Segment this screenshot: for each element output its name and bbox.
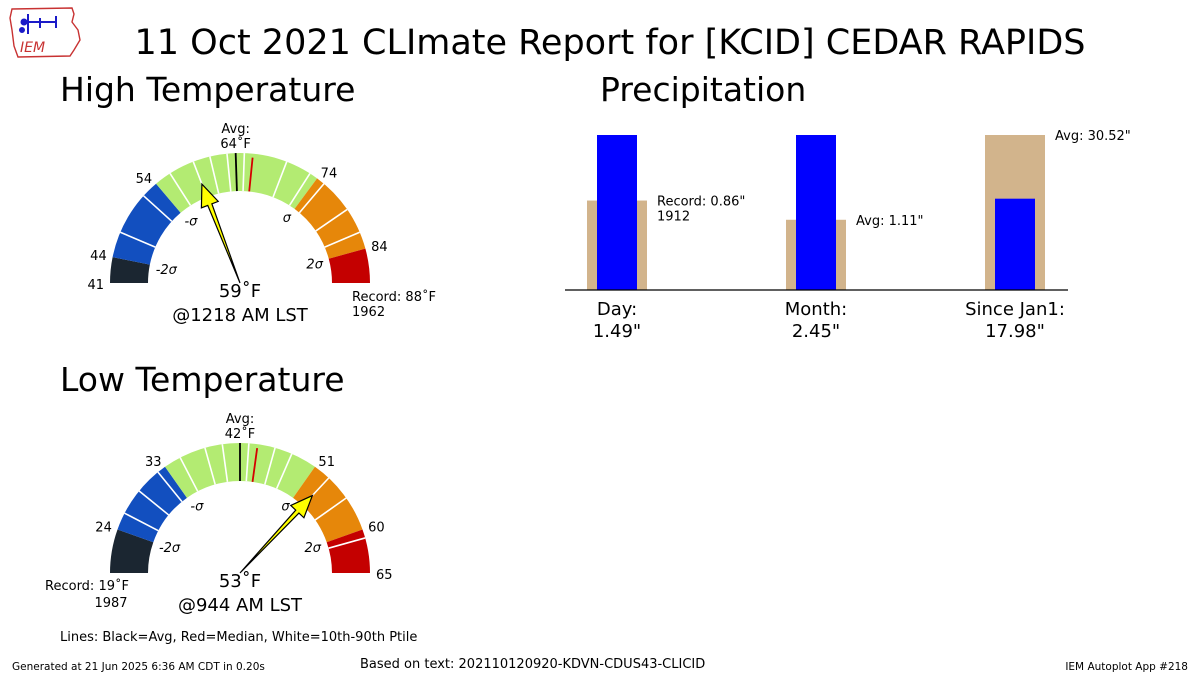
ptile-line [169, 172, 192, 206]
precip-value-label: 2.45" [792, 321, 840, 342]
sigma-label: -2σ [156, 263, 178, 278]
precip-annotation: Avg: 1.11" [856, 214, 924, 229]
precip-category-label: Since Jan1: [965, 299, 1065, 320]
precip-annotation-year: 1912 [657, 210, 690, 225]
observed-value: 53˚F [219, 571, 261, 592]
avg-line [234, 153, 238, 192]
precip-observed-bar [597, 135, 637, 290]
sigma-label: σ [283, 211, 292, 226]
low-temp-title: Low Temperature [60, 360, 345, 399]
precip-category-label: Day: [597, 299, 637, 320]
logo-text: IEM [20, 40, 45, 56]
sigma-label: 2σ [306, 257, 323, 272]
avg-label: Avg: [221, 122, 249, 137]
tick-label: 51 [318, 455, 335, 470]
sigma-label: 2σ [305, 541, 322, 556]
avg-value-label: 64˚F [220, 136, 251, 152]
tick-label: 65 [376, 568, 393, 583]
tick-label: 33 [145, 455, 162, 470]
ptile-line [242, 153, 246, 192]
sigma-label: σ [281, 500, 290, 515]
tick-label: 44 [90, 249, 107, 264]
sigma-label: -σ [190, 500, 204, 515]
median-line [248, 157, 254, 192]
generated-timestamp: Generated at 21 Jun 2025 6:36 AM CDT in … [12, 661, 265, 673]
precip-annotation: Avg: 30.52" [1055, 129, 1131, 144]
ptile-line [264, 447, 276, 485]
sigma-label: -2σ [159, 541, 181, 556]
ptile-line [226, 153, 232, 192]
precip-category-label: Month: [785, 299, 847, 320]
ptile-line [143, 195, 173, 222]
record-year: 1962 [352, 305, 385, 320]
tick-label: 41 [87, 278, 104, 293]
precip-bar-chart: Day:1.49" Record: 0.86"1912 Month:2.45" Avg… [565, 129, 1131, 342]
ptile-line [245, 443, 250, 482]
needle-arrow [239, 494, 314, 574]
lines-legend: Lines: Black=Avg, Red=Median, White=10th… [60, 630, 417, 645]
needle-arrow [200, 182, 241, 284]
ptile-line [328, 537, 366, 549]
precip-value-label: 1.49" [593, 321, 641, 342]
source-text: Based on text: 202110120920-KDVN-CDUS43-… [360, 657, 705, 672]
ptile-line [204, 447, 216, 485]
ptile-line [275, 453, 293, 489]
record-label: Record: 88˚F [352, 289, 436, 305]
ptile-line [221, 444, 229, 482]
observed-value: 59˚F [219, 281, 261, 302]
precip-title: Precipitation [600, 70, 806, 109]
low-temp-gauge: 24 33 51 60 65 -2σ -σ σ 2σ Avg:42˚F 53˚F @944 AM LS… [45, 412, 393, 616]
ptile-line [157, 471, 183, 503]
precip-observed-bar [796, 135, 836, 290]
tick-label: 54 [136, 172, 153, 187]
ptile-line [288, 172, 311, 206]
sigma-label: -σ [184, 214, 198, 229]
ptile-line [298, 183, 325, 214]
page-title: 11 Oct 2021 CLImate Report for [KCID] CE… [135, 23, 1086, 63]
avg-value-label: 42˚F [225, 426, 256, 442]
ptile-line [124, 512, 159, 532]
ptile-line [314, 497, 347, 521]
ptile-line [120, 231, 156, 248]
ptile-line [315, 208, 348, 232]
gauge-zone-low [112, 183, 181, 265]
high-temp-title: High Temperature [60, 70, 355, 109]
iem-logo: IEM [9, 7, 81, 58]
precip-annotation: Record: 0.86" [657, 195, 745, 210]
median-line [251, 448, 259, 482]
gauge-zone-extreme-low [110, 529, 154, 573]
ptile-line [209, 156, 220, 194]
record-year: 1987 [94, 596, 127, 611]
observed-time: @944 AM LST [178, 595, 303, 616]
weather-station-icon [19, 14, 57, 34]
ptile-line [179, 457, 199, 492]
tick-label: 84 [371, 240, 388, 255]
gauge-zone-high [293, 466, 363, 543]
ptile-line [272, 161, 288, 198]
tick-label: 24 [95, 520, 112, 535]
record-label: Record: 19˚F [45, 578, 129, 594]
avg-label: Avg: [226, 412, 254, 427]
observed-time: @1218 AM LST [172, 305, 309, 326]
precip-value-label: 17.98" [985, 321, 1045, 342]
ptile-line [324, 231, 360, 248]
tick-label: 74 [321, 167, 338, 182]
high-temp-gauge: 41 44 54 74 84 -2σ -σ σ 2σ Avg:64˚F 59˚F @1218 AM L… [87, 122, 436, 326]
gauge-zone-extreme-high [328, 248, 370, 283]
app-label: IEM Autoplot App #218 [1065, 661, 1188, 673]
gauge-zone-extreme-low [110, 257, 150, 283]
ptile-line [138, 490, 170, 516]
tick-label: 60 [368, 520, 385, 535]
precip-observed-bar [995, 198, 1035, 290]
